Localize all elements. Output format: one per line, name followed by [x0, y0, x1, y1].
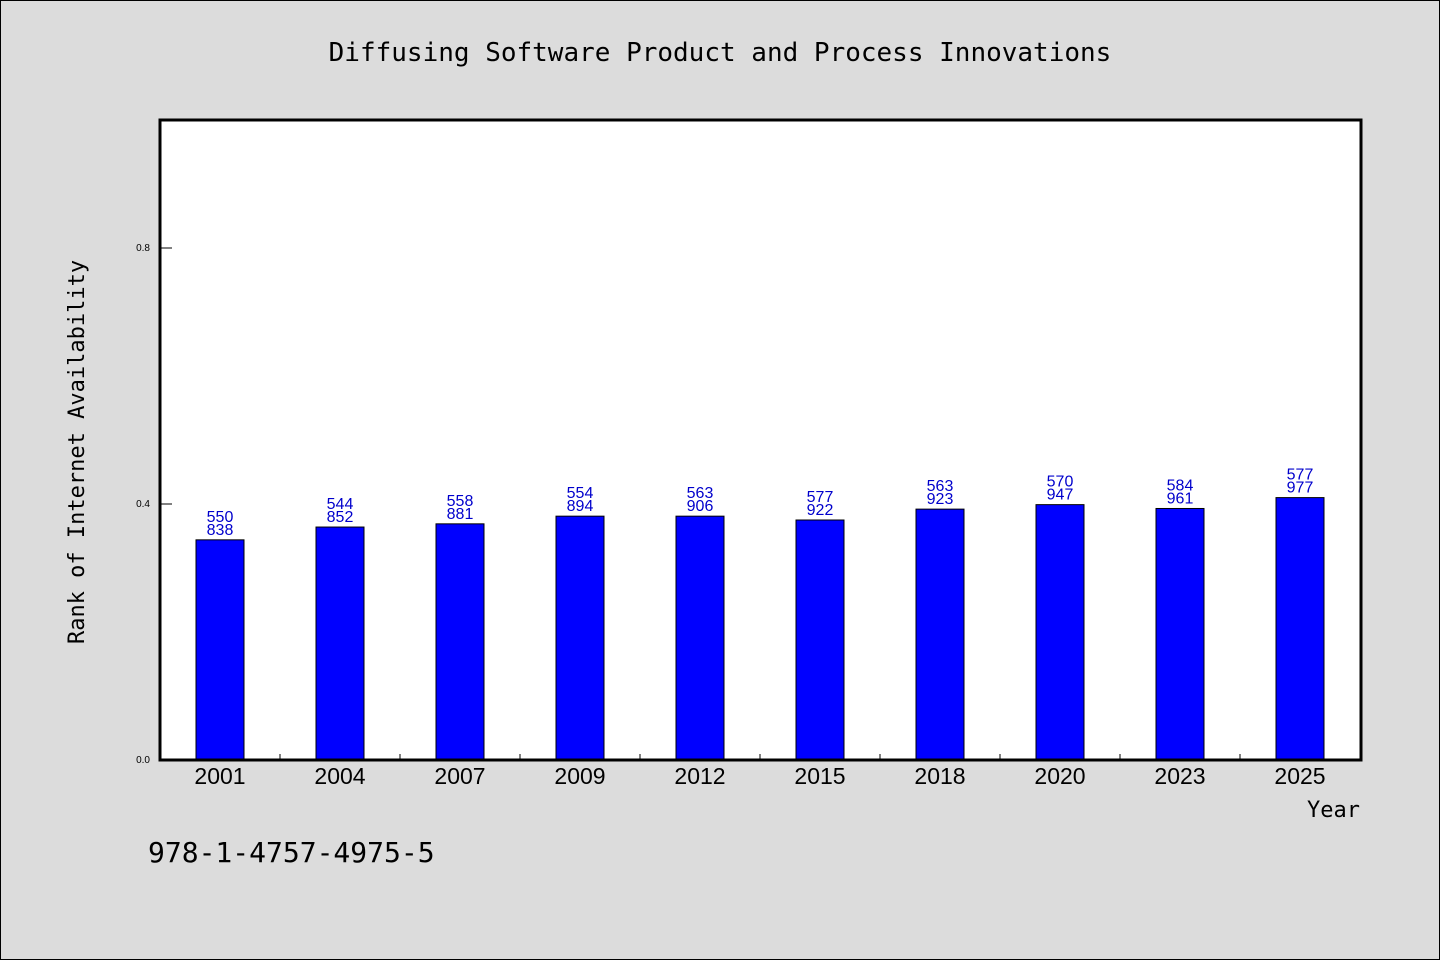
bars-group	[195, 497, 1325, 761]
bar-2012	[675, 515, 725, 761]
bar-2018	[915, 508, 965, 761]
bar-label-bottom-2015: 922	[807, 502, 834, 519]
x-axis-title: Year	[1307, 798, 1360, 823]
bar-2001	[195, 539, 245, 761]
bar-label-bottom-2001: 838	[207, 522, 234, 539]
bar-label-top-2001: 550	[207, 509, 234, 526]
bar-label-bottom-2004: 852	[327, 509, 354, 526]
x-tick-label-2025: 2025	[1274, 763, 1325, 789]
x-tick-label-2009: 2009	[554, 763, 605, 789]
footer-code: 978-1-4757-4975-5	[148, 836, 435, 869]
x-axis: 2001 2004 2007 2009 2012 2015 2018 2020 2023 2025	[194, 754, 1326, 789]
x-tick-label-2018: 2018	[914, 763, 965, 789]
bar-label-bottom-2012: 906	[687, 498, 714, 515]
bar-label-bottom-2023: 961	[1167, 490, 1194, 507]
plot-border	[158, 118, 1363, 762]
bar-label-bottom-2020: 947	[1047, 487, 1074, 504]
y-tick-label-0.4: 0.4	[136, 499, 150, 510]
y-tick-label-0.8: 0.8	[136, 243, 150, 254]
x-tick-label-2023: 2023	[1154, 763, 1205, 789]
bar-label-bottom-2009: 894	[567, 498, 594, 515]
x-tick-label-2015: 2015	[794, 763, 845, 789]
bar-2004	[315, 526, 365, 761]
x-tick-label-2004: 2004	[314, 763, 365, 789]
bar-2023	[1155, 507, 1205, 761]
bar-2025	[1275, 497, 1325, 761]
x-tick-label-2001: 2001	[194, 763, 245, 789]
bar-label-bottom-2018: 923	[927, 491, 954, 508]
bar-2009	[555, 515, 605, 761]
bar-2020	[1035, 504, 1085, 761]
bar-label-top-2020: 570	[1047, 474, 1074, 491]
bar-label-top-2007: 558	[447, 493, 474, 510]
bar-label-top-2023: 584	[1167, 477, 1194, 494]
bar-label-top-2012: 563	[687, 485, 714, 502]
bar-2007	[435, 523, 485, 761]
y-axis-title: Rank of Internet Availability	[65, 260, 90, 644]
bar-label-top-2018: 563	[927, 478, 954, 495]
x-tick-label-2007: 2007	[434, 763, 485, 789]
bar-label-bottom-2007: 881	[447, 506, 474, 523]
x-tick-label-2012: 2012	[674, 763, 725, 789]
bar-label-top-2025: 577	[1287, 467, 1314, 484]
bar-label-bottom-2025: 977	[1287, 480, 1314, 497]
bar-label-top-2004: 544	[327, 496, 354, 513]
bar-label-top-2009: 554	[567, 485, 594, 502]
x-tick-label-2020: 2020	[1034, 763, 1085, 789]
bar-labels-group: 5508385448525588815548945639065779225639…	[207, 467, 1314, 539]
bar-2015	[795, 519, 845, 761]
y-tick-label-0.0: 0.0	[136, 755, 150, 766]
bar-label-top-2015: 577	[807, 489, 834, 506]
chart-title: Diffusing Software Product and Process I…	[329, 38, 1112, 68]
